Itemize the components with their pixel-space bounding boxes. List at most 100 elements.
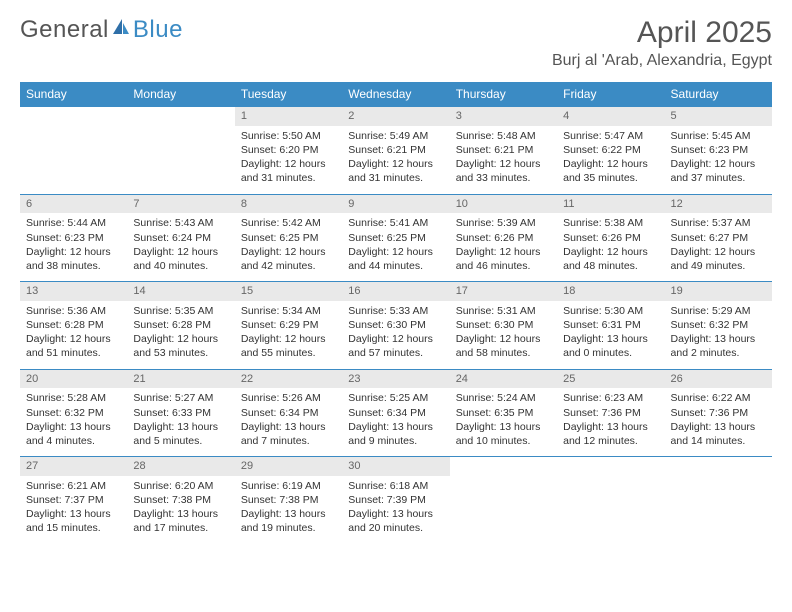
day-cell: 1 Sunrise: 5:50 AMSunset: 6:20 PMDaylight… [235,107,342,195]
day-cell: 20Sunrise: 5:28 AMSunset: 6:32 PMDayligh… [20,369,127,457]
daylight-line: Daylight: 13 hours and 14 minutes. [671,420,766,448]
daylight-line: Daylight: 12 hours and 57 minutes. [348,332,443,360]
weekday-header: Friday [557,82,664,107]
sunrise-line: Sunrise: 5:49 AM [348,129,443,143]
daylight-line: Daylight: 12 hours and 55 minutes. [241,332,336,360]
day-body: Sunrise: 6:21 AMSunset: 7:37 PMDaylight:… [20,476,127,544]
sunset-line: Sunset: 6:23 PM [671,143,766,157]
day-number: 12 [665,195,772,214]
weekday-header: Tuesday [235,82,342,107]
day-number: 17 [450,282,557,301]
sunrise-line: Sunrise: 5:24 AM [456,391,551,405]
sunrise-line: Sunrise: 6:22 AM [671,391,766,405]
weekday-header: Wednesday [342,82,449,107]
month-title: April 2025 [552,16,772,50]
day-number: 14 [127,282,234,301]
day-body: Sunrise: 5:41 AMSunset: 6:25 PMDaylight:… [342,213,449,281]
day-body: Sunrise: 5:38 AMSunset: 6:26 PMDaylight:… [557,213,664,281]
weekday-header: Saturday [665,82,772,107]
day-body: Sunrise: 5:31 AMSunset: 6:30 PMDaylight:… [450,301,557,369]
empty-cell [450,457,557,544]
sunrise-line: Sunrise: 6:23 AM [563,391,658,405]
sunset-line: Sunset: 6:28 PM [133,318,228,332]
day-cell: 19Sunrise: 5:29 AMSunset: 6:32 PMDayligh… [665,282,772,370]
sunset-line: Sunset: 6:32 PM [671,318,766,332]
day-cell: 26Sunrise: 6:22 AMSunset: 7:36 PMDayligh… [665,369,772,457]
daylight-line: Daylight: 12 hours and 51 minutes. [26,332,121,360]
day-cell: 7Sunrise: 5:43 AMSunset: 6:24 PMDaylight… [127,194,234,282]
day-body: Sunrise: 6:20 AMSunset: 7:38 PMDaylight:… [127,476,234,544]
weekday-header: Monday [127,82,234,107]
sunset-line: Sunset: 6:26 PM [563,231,658,245]
day-body: Sunrise: 5:26 AMSunset: 6:34 PMDaylight:… [235,388,342,456]
day-body: Sunrise: 5:45 AMSunset: 6:23 PMDaylight:… [665,126,772,194]
daylight-line: Daylight: 12 hours and 37 minutes. [671,157,766,185]
sunset-line: Sunset: 6:25 PM [348,231,443,245]
day-body: Sunrise: 5:39 AMSunset: 6:26 PMDaylight:… [450,213,557,281]
day-number: 6 [20,195,127,214]
day-cell: 16Sunrise: 5:33 AMSunset: 6:30 PMDayligh… [342,282,449,370]
day-body: Sunrise: 5:33 AMSunset: 6:30 PMDaylight:… [342,301,449,369]
day-body: Sunrise: 5:28 AMSunset: 6:32 PMDaylight:… [20,388,127,456]
sunset-line: Sunset: 6:35 PM [456,406,551,420]
sunrise-line: Sunrise: 5:29 AM [671,304,766,318]
day-body: Sunrise: 5:24 AMSunset: 6:35 PMDaylight:… [450,388,557,456]
day-cell: 13Sunrise: 5:36 AMSunset: 6:28 PMDayligh… [20,282,127,370]
sunset-line: Sunset: 6:21 PM [456,143,551,157]
day-number: 22 [235,370,342,389]
sunset-line: Sunset: 6:32 PM [26,406,121,420]
day-cell: 21Sunrise: 5:27 AMSunset: 6:33 PMDayligh… [127,369,234,457]
sunset-line: Sunset: 6:31 PM [563,318,658,332]
weekday-header-row: SundayMondayTuesdayWednesdayThursdayFrid… [20,82,772,107]
day-cell: 29Sunrise: 6:19 AMSunset: 7:38 PMDayligh… [235,457,342,544]
daylight-line: Daylight: 12 hours and 33 minutes. [456,157,551,185]
calendar-row: 13Sunrise: 5:36 AMSunset: 6:28 PMDayligh… [20,282,772,370]
weekday-header: Thursday [450,82,557,107]
day-cell: 2Sunrise: 5:49 AMSunset: 6:21 PMDaylight… [342,107,449,195]
day-cell: 15Sunrise: 5:34 AMSunset: 6:29 PMDayligh… [235,282,342,370]
day-body: Sunrise: 5:34 AMSunset: 6:29 PMDaylight:… [235,301,342,369]
sunrise-line: Sunrise: 5:27 AM [133,391,228,405]
calendar-row: 20Sunrise: 5:28 AMSunset: 6:32 PMDayligh… [20,369,772,457]
calendar-row: 27Sunrise: 6:21 AMSunset: 7:37 PMDayligh… [20,457,772,544]
daylight-line: Daylight: 12 hours and 31 minutes. [348,157,443,185]
sunrise-line: Sunrise: 5:44 AM [26,216,121,230]
day-number [127,107,234,126]
sunrise-line: Sunrise: 5:34 AM [241,304,336,318]
daylight-line: Daylight: 13 hours and 17 minutes. [133,507,228,535]
sunrise-line: Sunrise: 5:50 AM [241,129,336,143]
sunset-line: Sunset: 6:20 PM [241,143,336,157]
day-number: 5 [665,107,772,126]
day-number [557,457,664,476]
sunrise-line: Sunrise: 5:33 AM [348,304,443,318]
daylight-line: Daylight: 13 hours and 19 minutes. [241,507,336,535]
day-body: Sunrise: 5:29 AMSunset: 6:32 PMDaylight:… [665,301,772,369]
empty-cell [20,107,127,195]
day-cell: 9Sunrise: 5:41 AMSunset: 6:25 PMDaylight… [342,194,449,282]
logo-text-blue: Blue [133,16,183,44]
sunset-line: Sunset: 6:29 PM [241,318,336,332]
sunset-line: Sunset: 7:39 PM [348,493,443,507]
day-number: 29 [235,457,342,476]
day-cell: 10Sunrise: 5:39 AMSunset: 6:26 PMDayligh… [450,194,557,282]
sunset-line: Sunset: 7:37 PM [26,493,121,507]
daylight-line: Daylight: 12 hours and 38 minutes. [26,245,121,273]
day-cell: 6Sunrise: 5:44 AMSunset: 6:23 PMDaylight… [20,194,127,282]
daylight-line: Daylight: 12 hours and 40 minutes. [133,245,228,273]
sunset-line: Sunset: 6:25 PM [241,231,336,245]
sunrise-line: Sunrise: 6:21 AM [26,479,121,493]
day-body: Sunrise: 5:25 AMSunset: 6:34 PMDaylight:… [342,388,449,456]
day-cell: 12Sunrise: 5:37 AMSunset: 6:27 PMDayligh… [665,194,772,282]
daylight-line: Daylight: 12 hours and 31 minutes. [241,157,336,185]
day-number: 8 [235,195,342,214]
sunset-line: Sunset: 6:28 PM [26,318,121,332]
day-body [127,126,234,184]
day-number: 19 [665,282,772,301]
location: Burj al 'Arab, Alexandria, Egypt [552,52,772,70]
sunrise-line: Sunrise: 5:41 AM [348,216,443,230]
day-number: 1 [235,107,342,126]
sunset-line: Sunset: 6:30 PM [348,318,443,332]
logo: General Blue [20,16,183,44]
day-cell: 5Sunrise: 5:45 AMSunset: 6:23 PMDaylight… [665,107,772,195]
day-number: 28 [127,457,234,476]
